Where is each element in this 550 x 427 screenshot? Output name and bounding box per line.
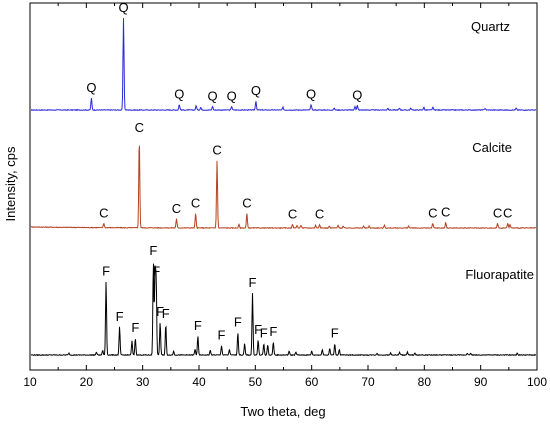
peak-label: F [116,309,124,324]
series-name-label: Quartz [471,19,510,34]
peak-label: F [260,326,268,341]
peak-label: F [249,275,257,290]
series-line-calcite [30,145,537,230]
peak-label: C [191,196,200,211]
plot-area [29,2,538,371]
peak-label: C [503,206,512,221]
peak-label: F [156,304,164,319]
series-line-fluorapatite [30,263,537,357]
peak-label: Q [227,88,237,103]
peak-label: C [172,201,181,216]
x-tick-label: 90 [474,375,488,389]
axis-layer: 10 20 30 40 50 60 70 80 90 100 [23,3,547,389]
peak-label: F [131,320,139,335]
x-tick-label: 10 [23,375,37,389]
peak-label: F [269,324,277,339]
x-tick-label: 60 [305,375,319,389]
peak-label: C [212,143,221,158]
peak-label: C [493,206,502,221]
x-tick-label: 50 [249,375,263,389]
peak-label: Q [118,0,128,15]
peak-label: Q [352,87,362,102]
peak-label: F [331,326,339,341]
y-axis-label: Intensity, cps [3,146,18,221]
x-tick-label: 40 [192,375,206,389]
peak-label: C [242,196,251,211]
peak-label: C [428,206,437,221]
peak-label: F [162,306,170,321]
peak-label: F [218,328,226,343]
x-tick-label: 20 [80,375,94,389]
x-tick-label: 100 [527,375,547,389]
plot-frame [29,2,538,371]
x-axis-label: Two theta, deg [240,404,325,419]
peak-label: F [254,322,262,337]
x-tick-label: 80 [418,375,432,389]
x-tick-label: 70 [361,375,375,389]
peak-label: Q [306,86,316,101]
peak-label: Q [251,83,261,98]
peak-label: F [194,318,202,333]
series-name-label: Fluorapatite [465,267,534,282]
series-name-label: Calcite [472,140,512,155]
peak-label: C [441,205,450,220]
peak-label: F [149,243,157,258]
peak-label: C [315,206,324,221]
x-tick-label: 30 [136,375,150,389]
peak-label: F [152,264,160,279]
peak-label: Q [207,88,217,103]
peak-label: F [234,314,242,329]
peak-label: C [135,120,144,135]
peak-label: Q [86,80,96,95]
peak-label: F [102,264,110,279]
peak-label: C [288,206,297,221]
peak-label: C [99,206,108,221]
series-line-quartz [30,18,537,112]
peak-label: Q [174,86,184,101]
